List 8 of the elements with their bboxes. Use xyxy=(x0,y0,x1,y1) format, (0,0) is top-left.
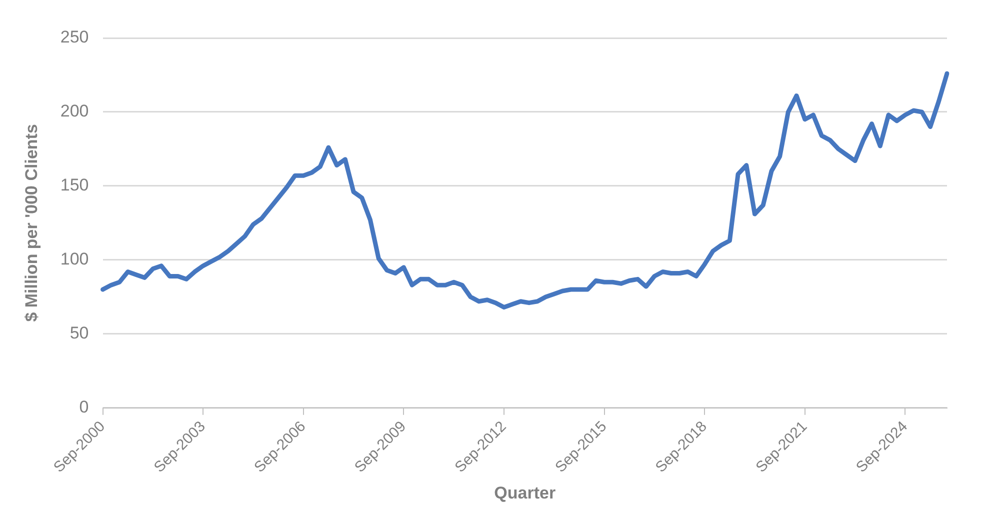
y-tick-label: 50 xyxy=(70,324,89,343)
y-tick-label: 200 xyxy=(60,102,89,121)
y-tick-label: 150 xyxy=(60,176,89,195)
y-tick-label: 0 xyxy=(79,398,89,417)
y-axis-title: $ Million per '000 Clients xyxy=(22,124,41,322)
y-tick-label: 100 xyxy=(60,250,89,269)
x-axis-title: Quarter xyxy=(494,483,556,502)
y-tick-label: 250 xyxy=(60,28,89,47)
